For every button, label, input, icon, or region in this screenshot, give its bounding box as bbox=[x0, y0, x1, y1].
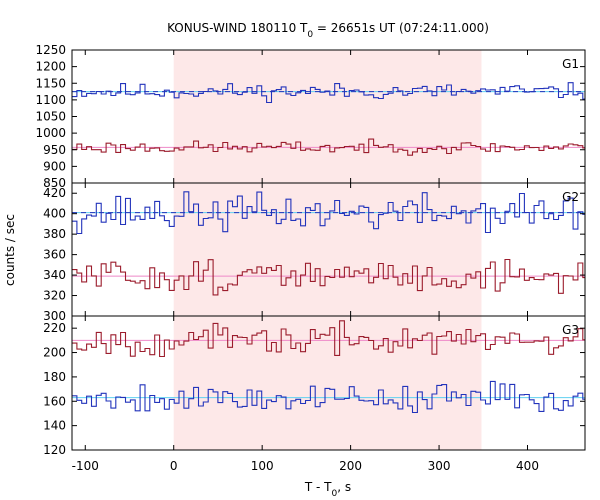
y-tick-label: 900 bbox=[43, 159, 66, 173]
y-tick-label: 850 bbox=[43, 176, 66, 190]
x-tick-label: -100 bbox=[72, 459, 99, 473]
panel-g2: 300 320 340 360 380 400 420 G2 bbox=[43, 182, 586, 323]
x-axis-label: T - T0, s bbox=[304, 480, 351, 499]
x-tick-label: 100 bbox=[251, 459, 274, 473]
panel-frame bbox=[71, 315, 586, 451]
y-axis-label: counts / sec bbox=[3, 214, 17, 286]
histogram-g1-blue bbox=[72, 82, 585, 104]
y-tick-label: 320 bbox=[43, 289, 66, 303]
x-tick-label: 300 bbox=[428, 459, 451, 473]
y-tick-label: 1250 bbox=[35, 43, 66, 57]
y-tick-label: 380 bbox=[43, 227, 66, 241]
y-tick-label: 200 bbox=[43, 346, 66, 360]
y-tick-label: 180 bbox=[43, 370, 66, 384]
y-tick-label: 950 bbox=[43, 143, 66, 157]
y-tick-label: 300 bbox=[43, 309, 66, 323]
y-tick-label: 360 bbox=[43, 248, 66, 262]
histogram-g2-blue bbox=[72, 191, 585, 235]
panel-g3: 120 140 160 180 200 220 G3 bbox=[43, 315, 586, 457]
y-tick-label: 1200 bbox=[35, 60, 66, 74]
chart-title: KONUS-WIND 180110 T0 = 26651s UT (07:24:… bbox=[167, 21, 489, 40]
histogram-g2-red bbox=[72, 258, 585, 296]
shaded-interval bbox=[173, 50, 482, 450]
histogram-g1-red bbox=[72, 138, 585, 156]
y-tick-label: 120 bbox=[43, 443, 66, 457]
y-tick-label: 160 bbox=[43, 394, 66, 408]
y-tick-label: 220 bbox=[43, 321, 66, 335]
x-tick-label: 0 bbox=[170, 459, 178, 473]
plot-area: 850900950100010501100115012001250G130032… bbox=[35, 43, 586, 473]
x-tick-label: 400 bbox=[516, 459, 539, 473]
y-tick-label: 420 bbox=[43, 186, 66, 200]
x-tick-label: 200 bbox=[339, 459, 362, 473]
y-tick-label: 1050 bbox=[35, 110, 66, 124]
panel-label: G1 bbox=[562, 57, 579, 71]
panel-label: G2 bbox=[562, 190, 579, 204]
histogram-g3-blue bbox=[72, 380, 585, 414]
y-tick-label: 340 bbox=[43, 268, 66, 282]
y-tick-label: 1150 bbox=[35, 76, 66, 90]
y-tick-label: 1100 bbox=[35, 93, 66, 107]
panel-label: G3 bbox=[562, 323, 579, 337]
panel-g1: 850 900 950 1000 1050 1100 1150 1200 1250 G1 bbox=[35, 43, 586, 190]
y-tick-label: 1000 bbox=[35, 126, 66, 140]
y-tick-label: 140 bbox=[43, 419, 66, 433]
histogram-g3-red bbox=[72, 320, 585, 358]
y-tick-label: 400 bbox=[43, 207, 66, 221]
